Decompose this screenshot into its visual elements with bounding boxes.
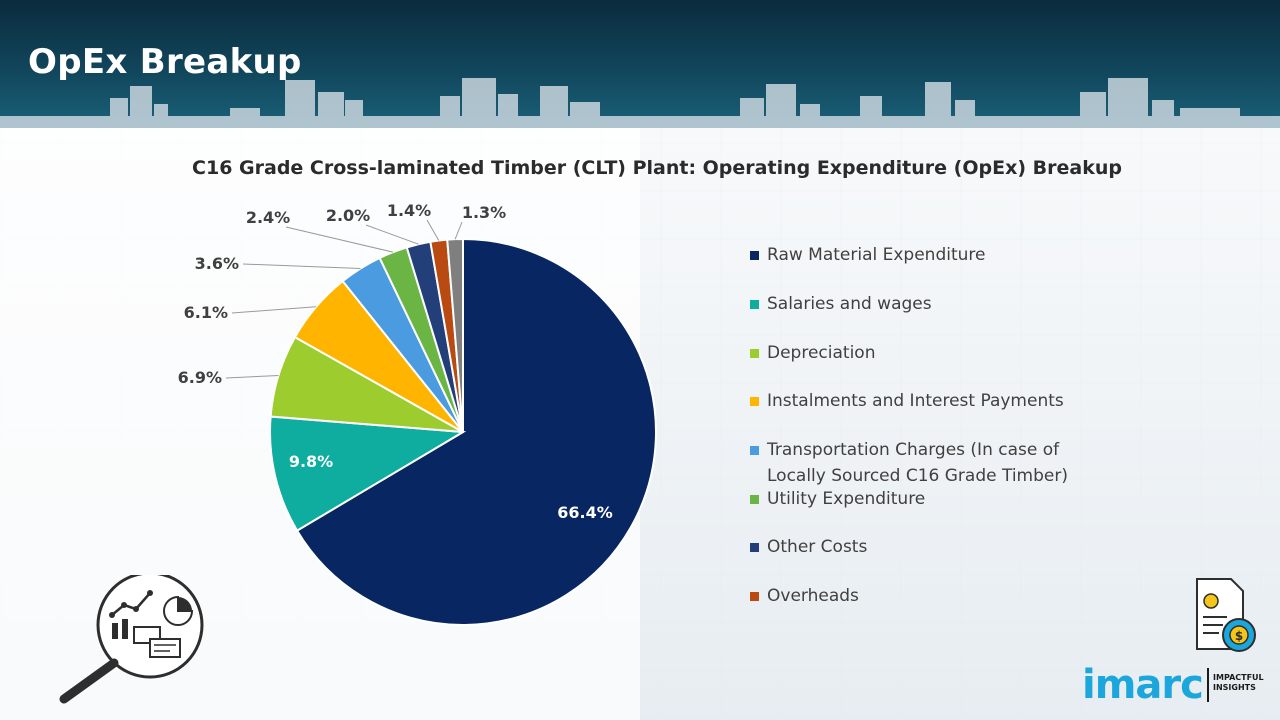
- slice-value-label-9: 1.3%: [462, 203, 506, 222]
- slice-value-label-5: 3.6%: [195, 254, 239, 273]
- slice-value-label-8: 1.4%: [387, 201, 431, 220]
- legend-label-line: Other Costs: [767, 537, 868, 557]
- leader-line-9: [454, 221, 463, 240]
- logo-tagline-line2: INSIGHTS: [1213, 683, 1256, 692]
- legend-label: Overheads: [767, 583, 1097, 609]
- legend-label-line: Depreciation: [767, 343, 876, 363]
- slice-value-label-6: 2.4%: [246, 208, 290, 227]
- legend-swatch: [750, 446, 759, 455]
- pie-slice-2: [269, 415, 467, 532]
- pie-slice-1: [295, 237, 657, 626]
- legend-label: Utility Expenditure: [767, 486, 1097, 512]
- legend-label: Raw Material Expenditure: [767, 242, 1097, 268]
- legend-label-line: Overheads: [767, 586, 859, 606]
- leader-line-7: [365, 224, 419, 245]
- logo-tagline-line1: IMPACTFUL: [1213, 673, 1264, 682]
- chart-title: C16 Grade Cross-laminated Timber (CLT) P…: [192, 157, 1122, 179]
- legend-label-line: Raw Material Expenditure: [767, 245, 986, 265]
- legend-swatch: [750, 592, 759, 601]
- leader-line-3: [225, 374, 279, 379]
- legend-swatch: [750, 349, 759, 358]
- slice-value-label-7: 2.0%: [326, 206, 370, 225]
- legend-label-line: Salaries and wages: [767, 294, 932, 314]
- slice-value-label-3: 6.9%: [178, 368, 222, 387]
- legend-label: Transportation Charges (In case of Locall…: [767, 437, 1097, 489]
- logo-tagline: IMPACTFUL INSIGHTS: [1213, 673, 1273, 693]
- leader-line-6: [285, 226, 394, 253]
- legend-swatch: [750, 543, 759, 552]
- legend-label-line: Locally Sourced C16 Grade Timber): [767, 466, 1068, 486]
- svg-text:$: $: [1235, 629, 1243, 643]
- invoice-dollar-gear-icon: $: [1196, 578, 1256, 652]
- legend-label-line: Transportation Charges (In case of: [767, 440, 1060, 460]
- legend-swatch: [750, 397, 759, 406]
- legend-swatch: [750, 251, 759, 260]
- legend-label: Other Costs: [767, 534, 1097, 560]
- logo-wordmark: imarc: [1082, 662, 1204, 708]
- legend-label: Depreciation: [767, 340, 1097, 366]
- leader-line-8: [426, 219, 440, 241]
- leader-line-4: [231, 306, 317, 314]
- legend-label: Instalments and Interest Payments: [767, 388, 1097, 414]
- magnifier-analytics-icon: [59, 575, 204, 704]
- slice-value-label-4: 6.1%: [184, 303, 228, 322]
- legend-label-line: Utility Expenditure: [767, 489, 926, 509]
- legend-swatch: [750, 495, 759, 504]
- skyline-decoration: [0, 78, 1280, 128]
- page-title: OpEx Breakup: [28, 42, 302, 82]
- legend-swatch: [750, 300, 759, 309]
- legend-label: Salaries and wages: [767, 291, 1097, 317]
- imarc-logo: imarc IMPACTFUL INSIGHTS: [1082, 662, 1272, 708]
- leader-line-5: [242, 263, 361, 269]
- logo-divider: [1207, 668, 1209, 702]
- pie-slice-9: [446, 237, 464, 433]
- slide-header: OpEx Breakup: [0, 0, 1280, 128]
- slice-value-label-2: 9.8%: [289, 452, 333, 471]
- slice-value-label-1: 66.4%: [557, 503, 613, 522]
- legend-label-line: Instalments and Interest Payments: [767, 391, 1064, 411]
